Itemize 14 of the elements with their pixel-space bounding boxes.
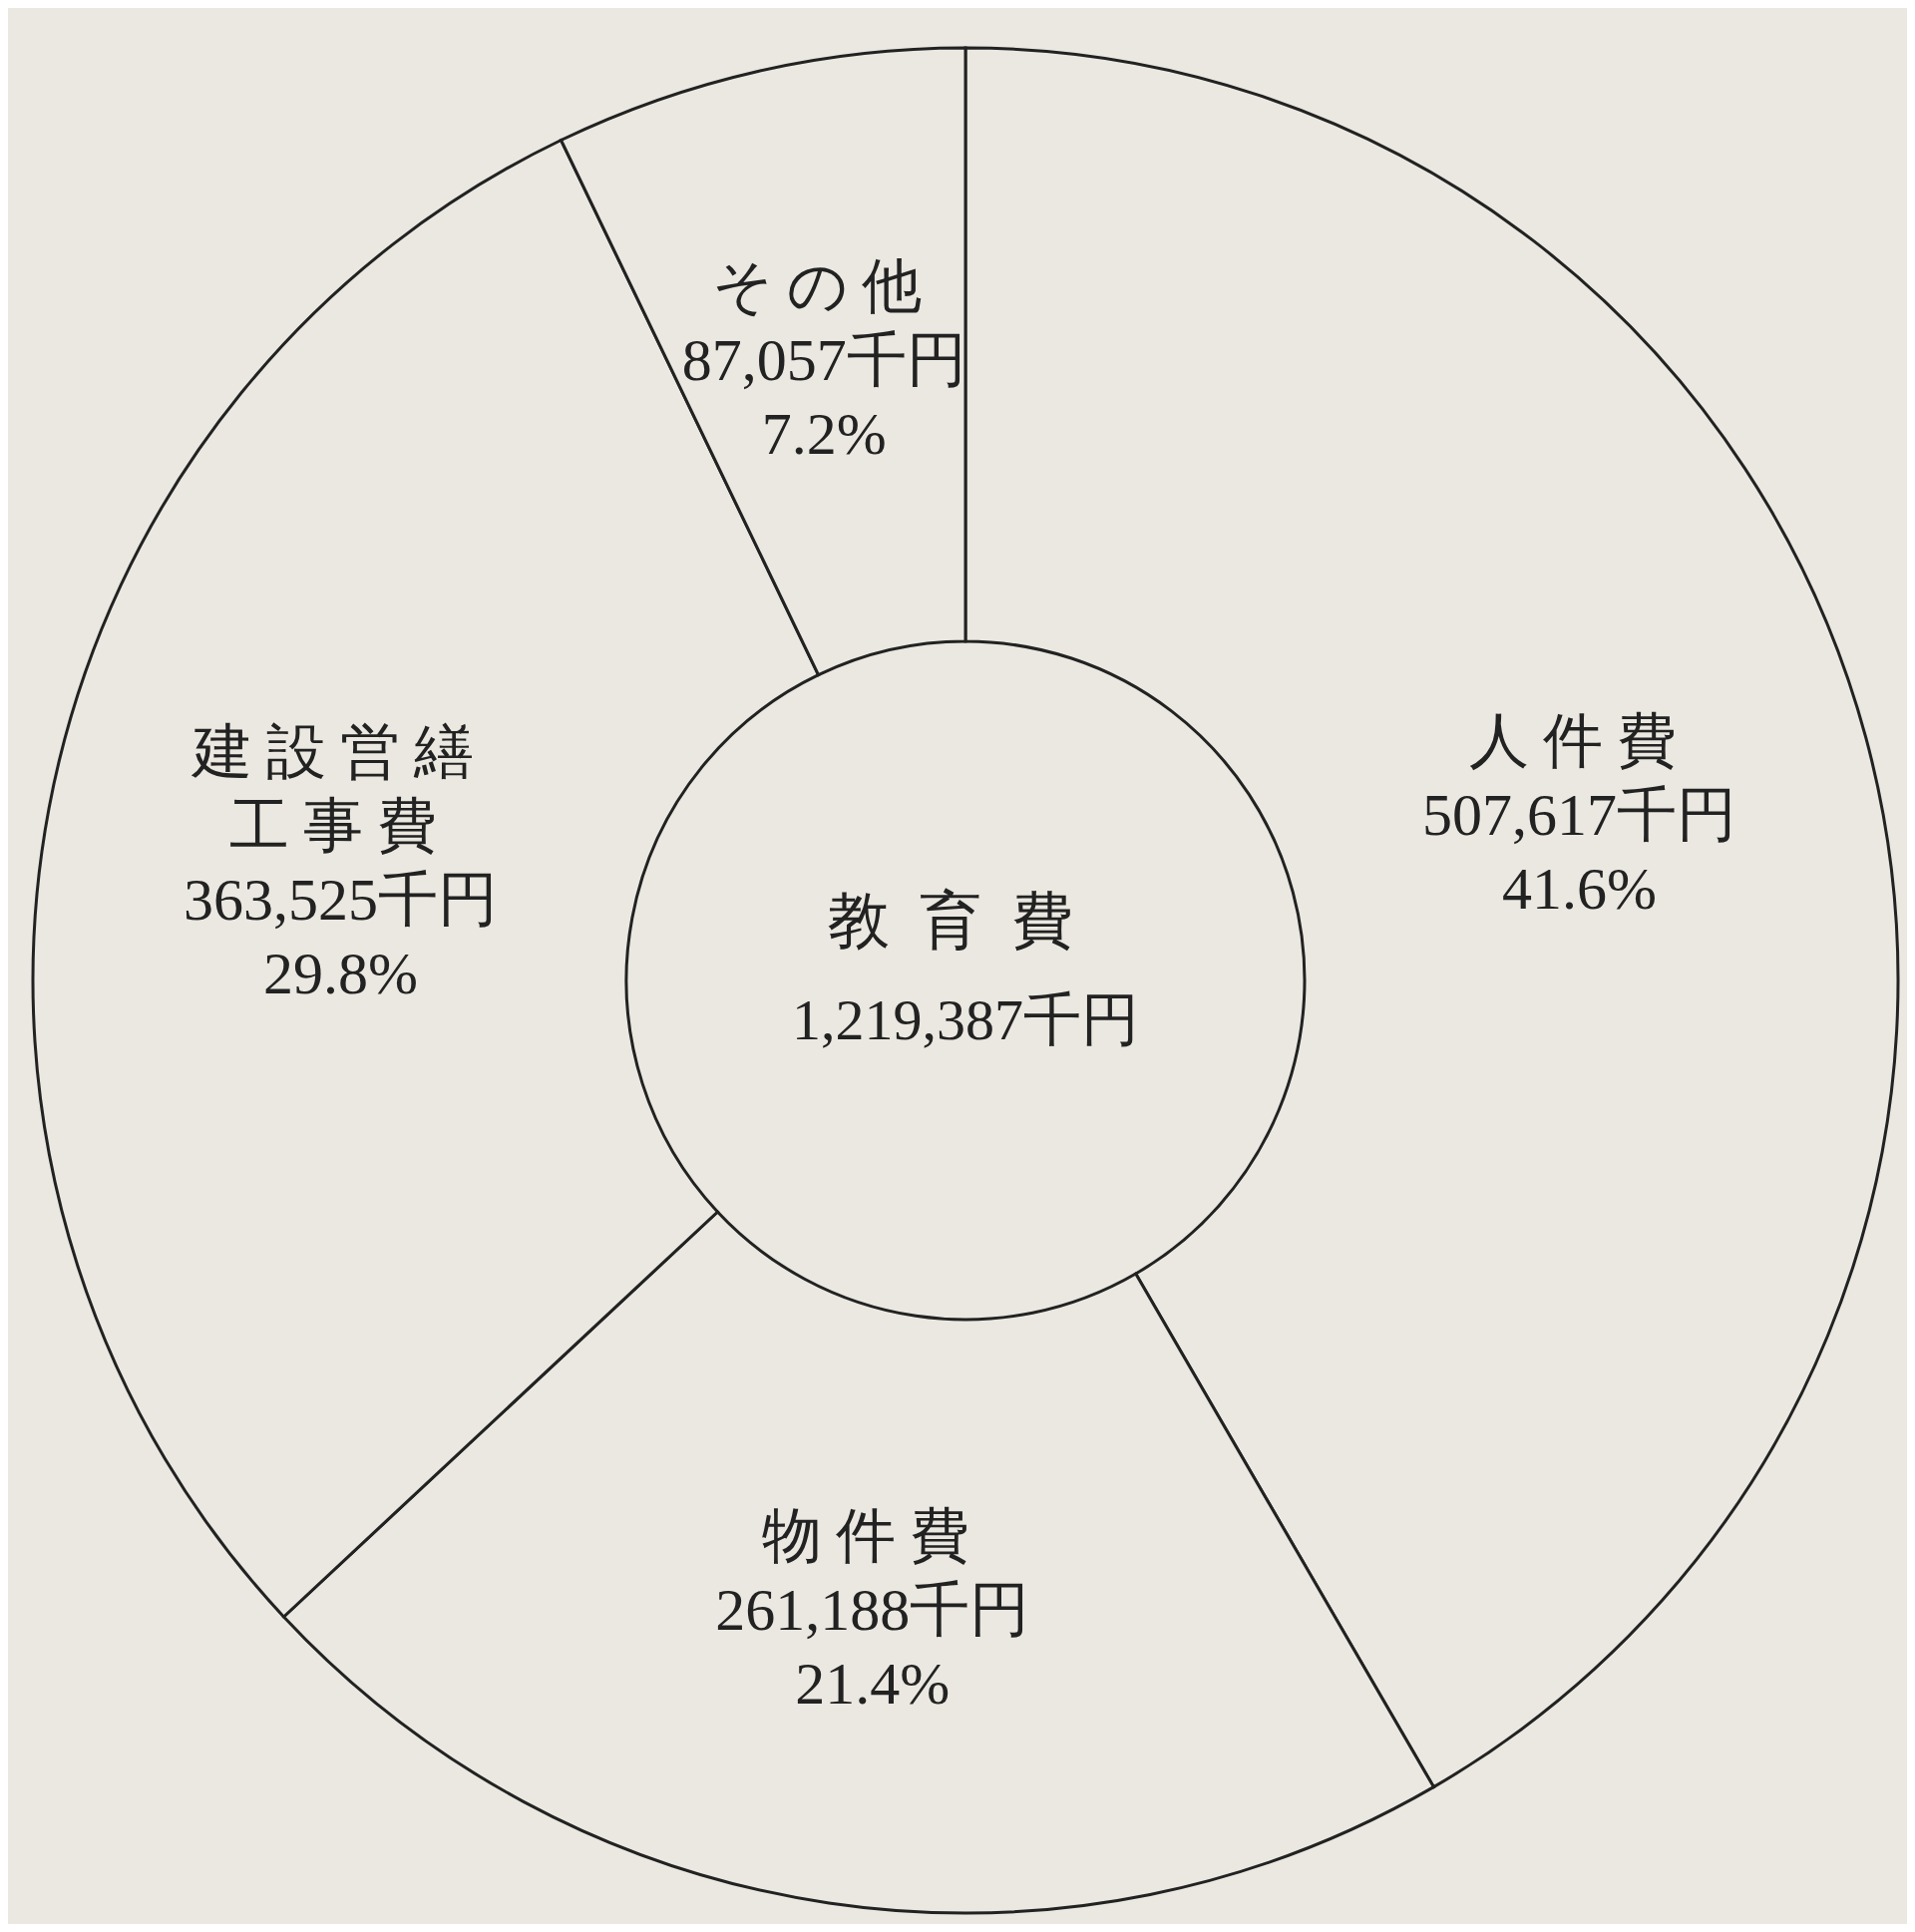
- text: 7.2%: [761, 401, 887, 468]
- slice-label: 人件費: [1468, 708, 1691, 775]
- text: 1,219,387千円: [791, 986, 1140, 1054]
- text: 教育費: [827, 886, 1104, 957]
- data-label: 507,617千円: [1422, 782, 1737, 849]
- text: 29.8%: [262, 941, 418, 1007]
- data-label: 87,057千円: [681, 327, 966, 394]
- data-label: 363,525千円: [183, 867, 498, 934]
- data-label: 261,188千円: [715, 1576, 1030, 1643]
- text: 21.4%: [795, 1650, 951, 1717]
- text: 41.6%: [1502, 856, 1658, 923]
- slice-label: 物件費: [761, 1502, 983, 1569]
- slice-label: その他: [712, 253, 937, 320]
- slice-label: 建設営繕工事費: [191, 719, 489, 860]
